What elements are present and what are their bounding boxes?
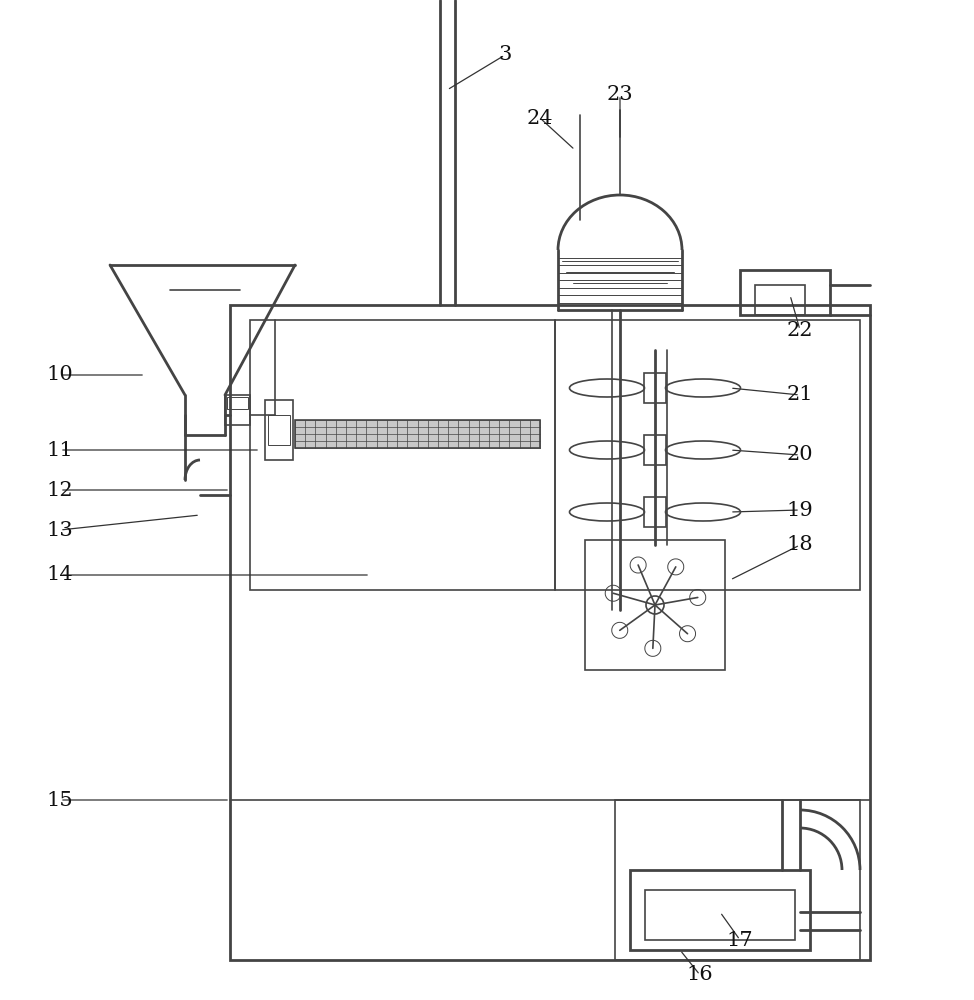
Bar bbox=[225, 395, 250, 425]
Bar bbox=[265, 400, 293, 460]
Bar bbox=[585, 540, 725, 670]
Bar bbox=[630, 870, 810, 950]
Bar bbox=[555, 320, 860, 590]
Text: 22: 22 bbox=[787, 320, 813, 340]
Text: 24: 24 bbox=[527, 108, 553, 127]
Text: 17: 17 bbox=[727, 930, 753, 950]
Bar bbox=[644, 497, 666, 527]
Text: 16: 16 bbox=[687, 966, 713, 984]
Text: 19: 19 bbox=[787, 500, 813, 520]
Bar bbox=[740, 270, 830, 315]
Text: 3: 3 bbox=[499, 45, 511, 64]
Bar bbox=[645, 890, 795, 940]
Text: 20: 20 bbox=[787, 446, 813, 464]
Text: 12: 12 bbox=[47, 481, 73, 499]
Bar bbox=[227, 397, 248, 409]
Text: 15: 15 bbox=[47, 790, 73, 810]
Bar bbox=[615, 800, 860, 960]
Bar bbox=[644, 373, 666, 403]
Text: 21: 21 bbox=[787, 385, 813, 404]
Bar bbox=[295, 420, 540, 448]
Bar bbox=[230, 305, 870, 960]
Text: 10: 10 bbox=[47, 365, 73, 384]
Text: 18: 18 bbox=[787, 536, 813, 554]
Bar bbox=[755, 285, 805, 315]
Bar bbox=[644, 435, 666, 465]
Text: 23: 23 bbox=[607, 86, 633, 104]
Text: 14: 14 bbox=[47, 566, 73, 584]
Bar bbox=[250, 320, 555, 590]
Text: 11: 11 bbox=[47, 440, 73, 460]
Text: 13: 13 bbox=[47, 520, 73, 540]
Bar bbox=[268, 415, 290, 445]
